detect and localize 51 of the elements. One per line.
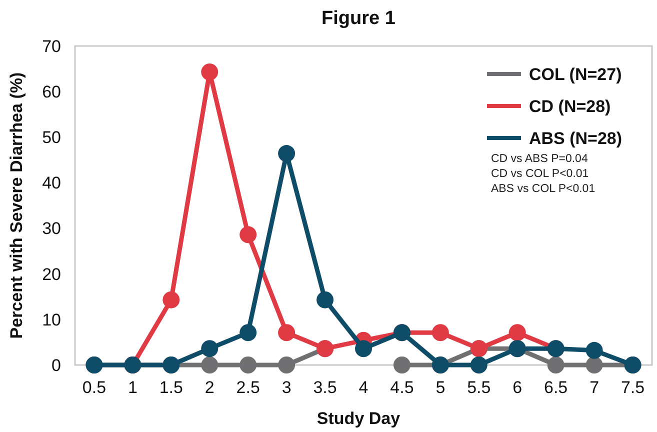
point — [586, 342, 603, 359]
point — [201, 356, 218, 374]
x-tick-label: 7.5 — [620, 378, 645, 397]
x-tick-label: 1 — [128, 378, 138, 397]
point — [547, 356, 564, 374]
x-tick-label: 7 — [590, 378, 600, 397]
point — [393, 356, 410, 374]
point — [316, 291, 334, 308]
annotation: ABS vs COL P<0.01 — [491, 183, 596, 195]
point — [355, 340, 372, 358]
y-tick-label: 10 — [42, 310, 61, 330]
x-tick-label: 5 — [436, 378, 446, 397]
legend-label: CD (N=28) — [529, 96, 611, 116]
point — [201, 63, 218, 80]
y-tick-label: 30 — [42, 219, 61, 238]
point — [240, 356, 257, 374]
x-tick-label: 2.5 — [236, 378, 260, 397]
x-tick-label: 3 — [282, 378, 292, 397]
y-tick-label: 40 — [42, 174, 61, 193]
point — [470, 356, 488, 374]
legend-label: COL (N=27) — [529, 64, 622, 84]
point — [240, 324, 257, 342]
point — [432, 324, 449, 342]
chart-title: Figure 1 — [322, 8, 396, 29]
x-tick-label: 3.5 — [313, 378, 337, 397]
point — [201, 340, 218, 358]
x-tick-label: 6.5 — [544, 378, 568, 397]
point — [240, 226, 257, 244]
x-tick-label: 6 — [512, 378, 522, 397]
y-tick-label: 70 — [42, 36, 61, 56]
x-tick-label: 2 — [204, 378, 214, 397]
x-tick-label: 4 — [358, 378, 368, 397]
x-tick-label: 5.5 — [467, 378, 491, 397]
x-tick-label: 4.5 — [390, 378, 414, 397]
point — [278, 356, 296, 374]
point — [162, 291, 180, 308]
x-tick-label: 1.5 — [159, 378, 183, 397]
y-tick-label: 0 — [52, 356, 61, 375]
legend-label: ABS (N=28) — [529, 128, 622, 148]
point — [508, 324, 526, 342]
y-axis-title: Percent with Severe Diarrhea (%) — [7, 72, 26, 339]
y-tick-label: 60 — [42, 82, 61, 102]
y-tick-label: 50 — [42, 128, 61, 148]
point — [278, 145, 296, 162]
point — [278, 324, 296, 342]
annotation: CD vs COL P<0.01 — [491, 168, 589, 180]
y-tick-label: 20 — [42, 264, 61, 284]
point — [586, 356, 603, 374]
annotation: CD vs ABS P=0.04 — [491, 153, 588, 165]
x-tick-label: 0.5 — [82, 378, 106, 397]
x-axis-title: Study Day — [316, 409, 401, 428]
